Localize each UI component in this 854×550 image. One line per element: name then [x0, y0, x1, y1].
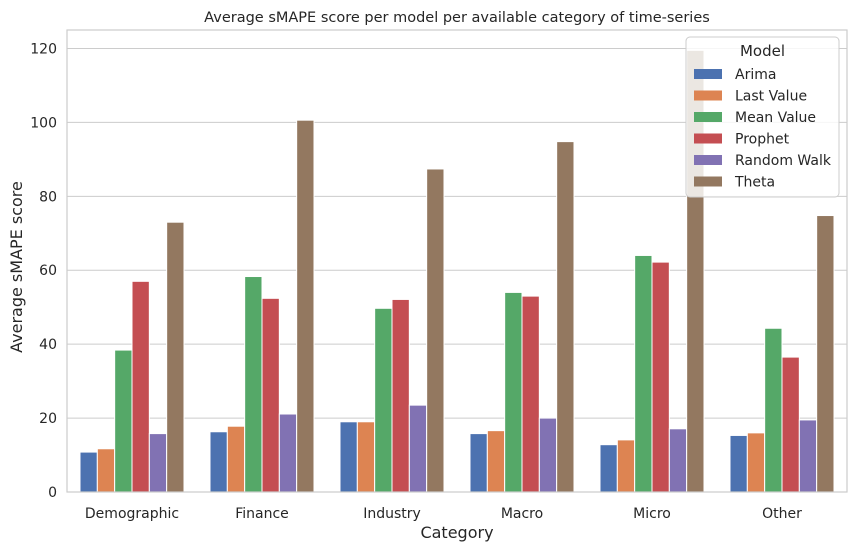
- y-axis-label: Average sMAPE score: [7, 181, 26, 353]
- bar-mean-value: [504, 291, 523, 493]
- bar-mean-value: [244, 276, 263, 493]
- legend-swatch: [694, 90, 722, 101]
- bar-theta: [816, 215, 835, 493]
- bar-last-value: [616, 439, 636, 493]
- bar-arima: [339, 421, 358, 493]
- grid-lines: [67, 47, 847, 493]
- x-tick-label: Other: [762, 506, 802, 522]
- bar-arima: [209, 431, 228, 493]
- bar-random-walk: [798, 419, 818, 493]
- bar-mean-value: [374, 307, 393, 493]
- legend-entry-label: Last Value: [735, 89, 807, 105]
- bar-arima: [79, 451, 98, 493]
- bar-theta: [166, 221, 185, 493]
- bar-arima: [599, 444, 618, 493]
- bar-mean-value: [764, 327, 783, 493]
- x-tick-labels: Demographic Finance Industry Macro Micro Othe…: [85, 506, 802, 522]
- legend-swatch: [694, 69, 722, 79]
- bar-theta: [556, 141, 575, 493]
- legend-entry-label: Prophet: [735, 132, 790, 148]
- bar-last-value: [746, 432, 766, 493]
- x-tick-label: Micro: [633, 506, 671, 522]
- legend-entry-label: Theta: [734, 175, 775, 191]
- legend-entry-label: Mean Value: [735, 110, 816, 126]
- legend-entry-label: Arima: [735, 67, 776, 83]
- bar-arima: [729, 434, 748, 493]
- chart-title: Average sMAPE score per model per availa…: [204, 10, 710, 26]
- bar-prophet: [521, 295, 540, 493]
- bar-arima: [469, 433, 488, 493]
- plot-frame: [66, 29, 848, 493]
- bar-last-value: [96, 448, 116, 493]
- y-tick-label: 40: [39, 337, 57, 353]
- bar-random-walk: [538, 417, 558, 493]
- legend: Model Arima Last Value Mean Value Prophet Ran…: [685, 36, 840, 198]
- y-tick-label: 100: [30, 115, 57, 131]
- y-tick-label: 60: [39, 263, 57, 279]
- bar-random-walk: [278, 413, 298, 493]
- legend-swatch: [694, 176, 722, 187]
- x-tick-label: Macro: [501, 506, 543, 522]
- y-tick-label: 80: [39, 189, 57, 205]
- legend-entry-label: Random Walk: [735, 153, 832, 169]
- bar-prophet: [651, 261, 670, 493]
- bar-mean-value: [634, 254, 653, 493]
- bar-random-walk: [148, 433, 168, 493]
- y-tick-labels: 0 20 40 60 80 100 120: [30, 41, 57, 501]
- bar-random-walk: [668, 428, 688, 493]
- legend-swatch: [694, 112, 722, 122]
- x-tick-label: Finance: [235, 506, 289, 522]
- legend-swatch: [694, 155, 722, 165]
- x-tick-label: Industry: [363, 506, 421, 522]
- y-tick-label: 120: [30, 41, 57, 57]
- bar-prophet: [781, 356, 800, 493]
- bar-last-value: [486, 430, 506, 493]
- bar-mean-value: [114, 349, 133, 493]
- y-tick-label: 0: [48, 485, 57, 501]
- x-axis-label: Category: [420, 523, 493, 542]
- bar-prophet: [391, 298, 410, 493]
- bar-theta: [296, 119, 315, 493]
- bar-prophet: [131, 280, 150, 493]
- legend-title: Model: [740, 42, 785, 60]
- bar-random-walk: [408, 404, 428, 493]
- bar-last-value: [226, 425, 246, 493]
- bar-last-value: [356, 421, 376, 493]
- legend-box: [685, 36, 840, 198]
- x-tick-label: Demographic: [85, 506, 179, 522]
- bar-prophet: [261, 297, 280, 493]
- legend-swatch: [694, 133, 722, 144]
- y-tick-label: 20: [39, 411, 57, 427]
- bar-theta: [426, 168, 445, 493]
